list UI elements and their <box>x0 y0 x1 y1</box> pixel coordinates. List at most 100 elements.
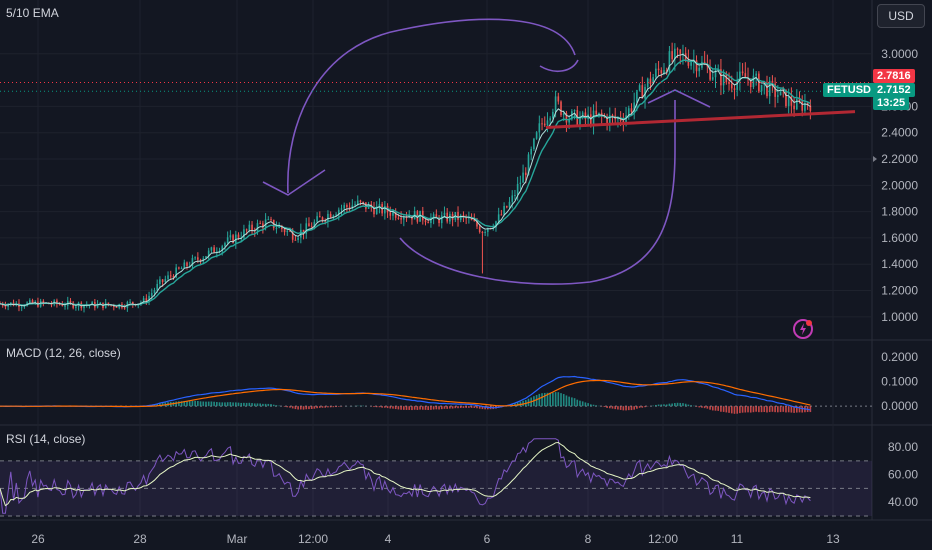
candle-body <box>793 105 795 110</box>
candle-body <box>110 305 112 307</box>
candle-body <box>373 207 375 215</box>
candle-body <box>291 231 294 240</box>
candle-body <box>405 217 408 219</box>
candle-body <box>400 218 402 220</box>
flash-icon[interactable] <box>792 318 814 340</box>
candle-body <box>10 302 12 305</box>
candle-body <box>205 256 207 259</box>
candle-body <box>459 215 462 220</box>
candle-body <box>560 101 562 116</box>
x-tick-label: 26 <box>31 532 45 546</box>
candle-body <box>329 213 332 218</box>
candle-body <box>438 217 440 224</box>
candle-body <box>180 268 183 270</box>
candle-body <box>153 290 156 294</box>
candle-body <box>305 223 308 234</box>
candle-body <box>262 223 264 228</box>
candle-body <box>505 206 508 208</box>
candle-body <box>766 82 768 97</box>
candle-body <box>61 304 64 306</box>
candle-body <box>42 300 45 303</box>
candle-body <box>270 219 272 221</box>
candle-body <box>600 112 603 117</box>
candle-body <box>787 96 790 107</box>
candle-body <box>714 70 717 78</box>
candle-body <box>749 78 752 87</box>
grid-lines <box>0 0 932 521</box>
candle-body <box>595 110 598 115</box>
candle-body <box>175 267 177 278</box>
candle-body <box>337 209 340 215</box>
candle-body <box>638 85 641 91</box>
candle-body <box>627 108 630 116</box>
candle-body <box>698 67 701 72</box>
candle-body <box>636 90 638 103</box>
signal-line <box>0 379 811 408</box>
candle-body <box>606 116 608 125</box>
candle-body <box>164 279 167 282</box>
rsi-tick-label: 80.00 <box>888 440 918 454</box>
macd-tick-label: 0.2000 <box>881 350 918 364</box>
y-tick-label: 1.0000 <box>881 310 918 324</box>
drawn-arc-hook <box>539 59 579 73</box>
candle-body <box>562 113 565 116</box>
candle-body <box>533 138 535 150</box>
macd-title[interactable]: MACD (12, 26, close) <box>6 346 121 360</box>
candle-body <box>579 117 581 126</box>
candle-body <box>28 300 31 303</box>
candle-body <box>308 223 310 227</box>
candle-body <box>690 62 692 66</box>
candle-body <box>259 223 262 225</box>
candle-body <box>649 78 652 84</box>
candle-body <box>348 206 351 209</box>
candle-body <box>519 182 522 184</box>
candle-body <box>695 60 698 72</box>
candle-body <box>497 214 500 222</box>
x-tick-label: 8 <box>585 532 592 546</box>
candle-body <box>183 262 186 269</box>
candle-body <box>468 217 470 219</box>
candle-body <box>508 201 511 208</box>
candle-body <box>752 75 755 87</box>
candle-body <box>104 302 107 309</box>
candle-body <box>785 89 787 107</box>
candle-body <box>129 301 131 303</box>
x-tick-label: 13 <box>826 532 840 546</box>
currency-button[interactable]: USD <box>877 4 925 28</box>
candle-body <box>226 237 229 244</box>
y-tick-label: 2.2000 <box>881 152 918 166</box>
macd-pane <box>0 375 812 414</box>
countdown-label: 13:25 <box>873 96 910 110</box>
candle-body <box>392 211 394 216</box>
candle-body <box>552 111 554 119</box>
candle-body <box>676 48 679 50</box>
y-tick-label: 1.4000 <box>881 257 918 271</box>
candle-body <box>64 305 66 307</box>
candle-body <box>798 98 801 102</box>
candle-body <box>199 259 202 262</box>
candle-body <box>83 305 85 309</box>
candle-body <box>4 305 7 307</box>
candle-body <box>779 89 782 96</box>
support-trendline <box>545 110 856 129</box>
x-tick-label: 4 <box>385 532 392 546</box>
candle-body <box>159 279 161 284</box>
candle-body <box>728 82 730 84</box>
candle-body <box>760 84 763 92</box>
candle-body <box>327 213 329 221</box>
candle-body <box>167 275 169 280</box>
candle-body <box>652 77 654 84</box>
candle-body <box>790 96 793 106</box>
candle-body <box>457 212 459 220</box>
candle-body <box>584 112 587 120</box>
rsi-title[interactable]: RSI (14, close) <box>6 432 86 446</box>
candle-body <box>378 204 381 207</box>
candle-body <box>739 71 741 81</box>
candle-body <box>256 223 259 232</box>
candle-body <box>611 115 614 117</box>
indicator-title[interactable]: 5/10 EMA <box>6 6 59 20</box>
x-tick-label: 12:00 <box>648 532 678 546</box>
x-tick-label: 28 <box>133 532 147 546</box>
candle-body <box>687 59 690 66</box>
